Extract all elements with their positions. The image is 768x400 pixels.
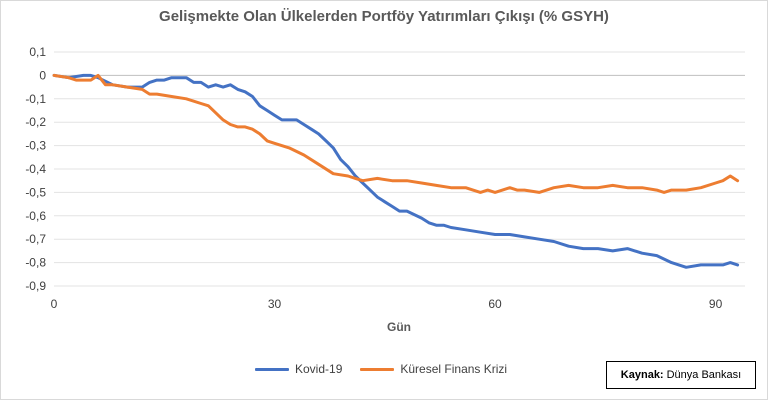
y-tick-label: -0,2 (25, 115, 46, 129)
series-line-0 (52, 73, 740, 269)
series-line-1 (52, 73, 740, 194)
x-tick-label: 30 (268, 297, 282, 311)
legend-item-kovid: Kovid-19 (255, 362, 342, 376)
source-box: Kaynak: Dünya Bankası (606, 361, 756, 389)
chart-title: Gelişmekte Olan Ülkelerden Portföy Yatır… (159, 8, 609, 25)
y-tick-label: -0,9 (25, 279, 46, 293)
legend-item-kfk: Küresel Finans Krizi (360, 362, 507, 376)
x-tick-label: 90 (709, 297, 723, 311)
y-tick-label: -0,4 (25, 162, 46, 176)
y-tick-label: -0,6 (25, 209, 46, 223)
x-axis-label: Gün (387, 320, 411, 334)
legend: Kovid-19 Küresel Finans Krizi (255, 362, 507, 376)
legend-label-kfk: Küresel Finans Krizi (400, 362, 508, 376)
x-tick-labels: 0 30 60 90 (51, 297, 723, 311)
y-tick-label: -0,3 (25, 139, 46, 153)
y-tick-label: -0,8 (25, 256, 46, 270)
y-tick-label: -0,7 (25, 232, 46, 246)
series-lines (52, 73, 740, 269)
source-value: Dünya Bankası (666, 369, 742, 381)
y-tick-label: 0,1 (29, 45, 46, 59)
source-label: Kaynak: (620, 369, 664, 381)
legend-swatch-kfk (360, 367, 395, 371)
y-tick-label: -0,1 (25, 92, 46, 106)
grid-lines (54, 51, 745, 287)
y-tick-label: 0 (39, 68, 46, 82)
legend-swatch-kovid (255, 367, 289, 371)
x-tick-label: 0 (51, 297, 58, 311)
y-tick-label: -0,5 (25, 185, 46, 199)
x-tick-label: 60 (488, 297, 502, 311)
y-tick-labels: 0,1 0 -0,1 -0,2 -0,3 -0,4 -0,5 -0,6 -0,7 -0,8 -0,9 (25, 45, 46, 293)
legend-label-kovid: Kovid-19 (295, 362, 343, 376)
